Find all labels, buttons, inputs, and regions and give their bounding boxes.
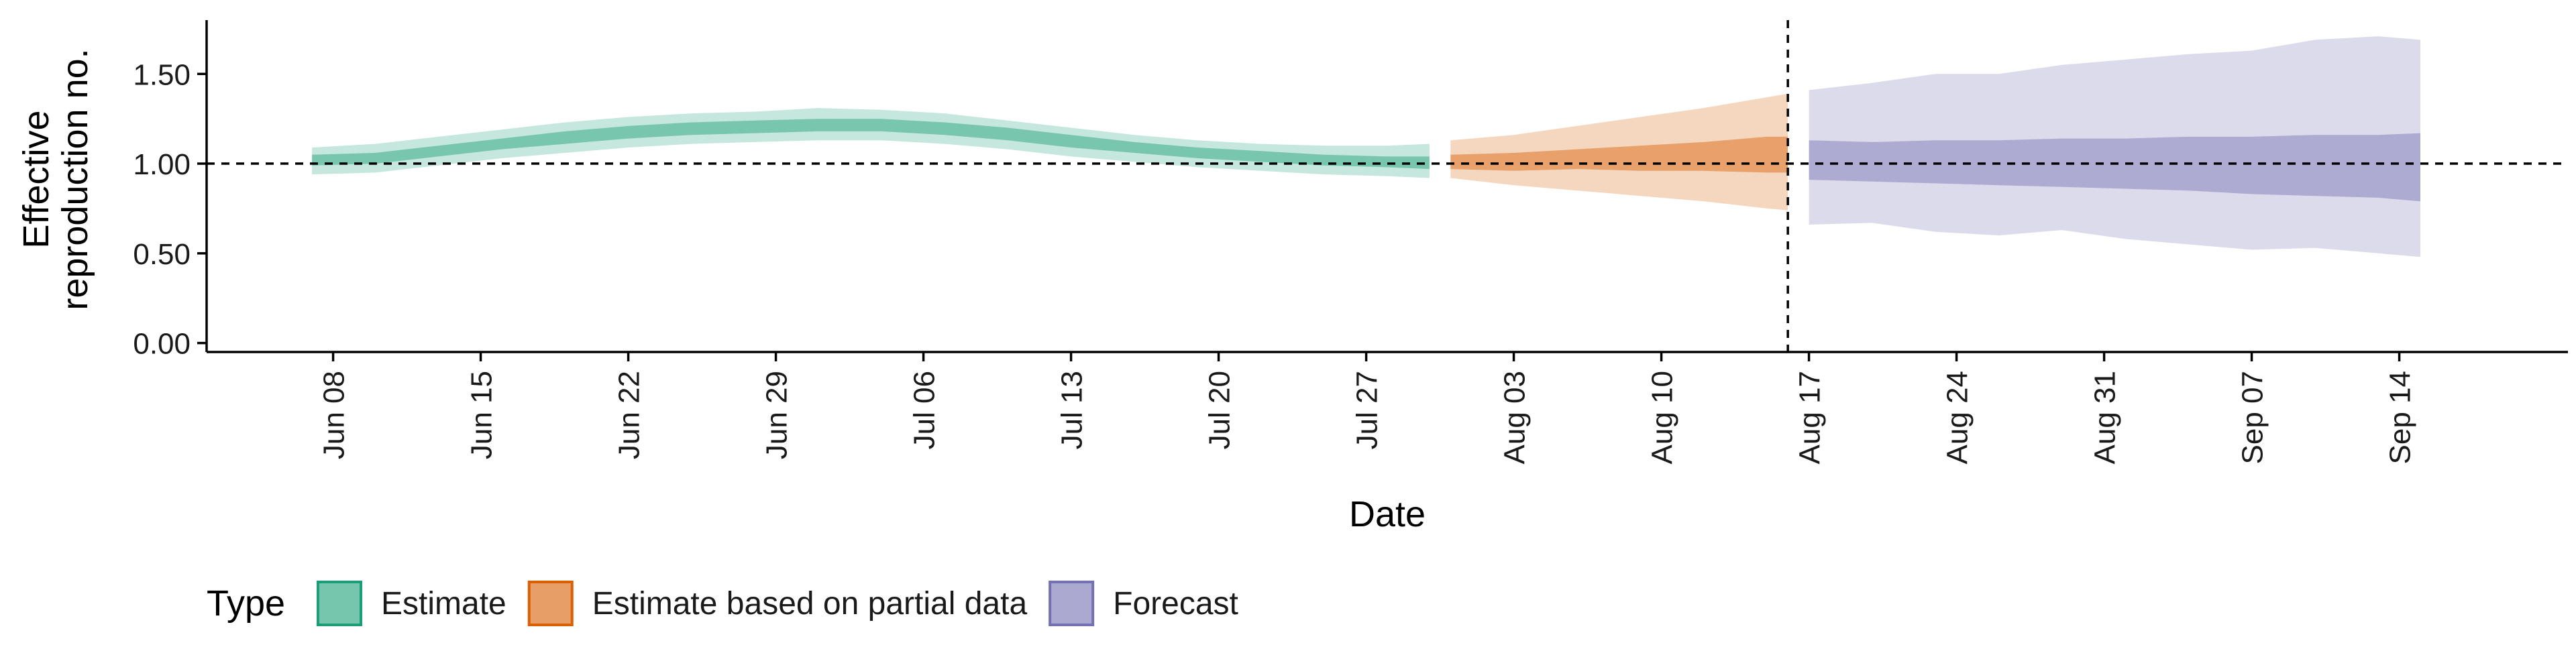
y-axis-title-line: reproduction no.	[55, 48, 95, 310]
series-estimate	[312, 108, 1430, 178]
y-axis-title-line: Effective	[16, 110, 56, 248]
band-50-forecast	[1809, 133, 2420, 202]
legend-title: Type	[207, 583, 285, 624]
reference-lines-layer	[207, 20, 2568, 352]
legend-label: Estimate	[381, 586, 506, 622]
legend: Type Estimate Estimate based on partial da…	[207, 581, 1238, 626]
x-tick-label: Jul 13	[1056, 371, 1089, 449]
legend-swatch	[1049, 581, 1095, 626]
legend-swatch	[527, 581, 574, 626]
x-tick-label: Sep 07	[2237, 371, 2269, 464]
series-estimate-based-on-partial-data	[1450, 93, 1788, 211]
x-tick-label: Jul 20	[1203, 371, 1236, 449]
band-90-forecast	[1809, 36, 2420, 257]
band-90-estimate	[312, 108, 1430, 178]
x-axis-title: Date	[1349, 494, 1426, 534]
x-tick-label: Jul 06	[908, 371, 941, 449]
x-tick-label: Jun 22	[613, 371, 646, 459]
x-tick-label: Jul 27	[1351, 371, 1384, 449]
y-tick-label: 0.00	[133, 328, 191, 361]
y-axis-title: Effectivereproduction no.	[16, 48, 95, 310]
legend-label: Estimate based on partial data	[592, 586, 1028, 622]
x-tick-label: Aug 31	[2089, 371, 2122, 464]
x-tick-label: Sep 14	[2384, 371, 2417, 464]
legend-swatch	[317, 581, 362, 626]
x-tick-label: Aug 10	[1646, 371, 1679, 464]
series-forecast	[1809, 36, 2420, 257]
x-tick-label: Aug 24	[1941, 371, 1974, 464]
x-tick-label: Aug 17	[1794, 371, 1827, 464]
y-tick-label: 0.50	[133, 238, 191, 271]
y-tick-label: 1.00	[133, 148, 191, 181]
legend-item-estimate: Estimate	[317, 581, 506, 626]
legend-label: Forecast	[1113, 586, 1238, 622]
x-tick-label: Aug 03	[1499, 371, 1532, 464]
y-tick-label: 1.50	[133, 58, 191, 91]
axes-layer: 0.00 0.50 1.00 1.50 Jun 08 Jun 15 Jun 22 Jun 29…	[16, 20, 2568, 534]
x-tick-label: Jun 08	[318, 371, 351, 459]
band-50-estimate	[312, 119, 1430, 170]
x-tick-label: Jun 15	[466, 371, 498, 459]
bands-layer	[312, 36, 2420, 257]
x-tick-label: Jun 29	[761, 371, 794, 459]
band-90-estimate-based-on-partial-data	[1450, 93, 1788, 211]
legend-item-forecast: Forecast	[1049, 581, 1238, 626]
legend-item-estimate-based-on-partial-data: Estimate based on partial data	[527, 581, 1028, 626]
